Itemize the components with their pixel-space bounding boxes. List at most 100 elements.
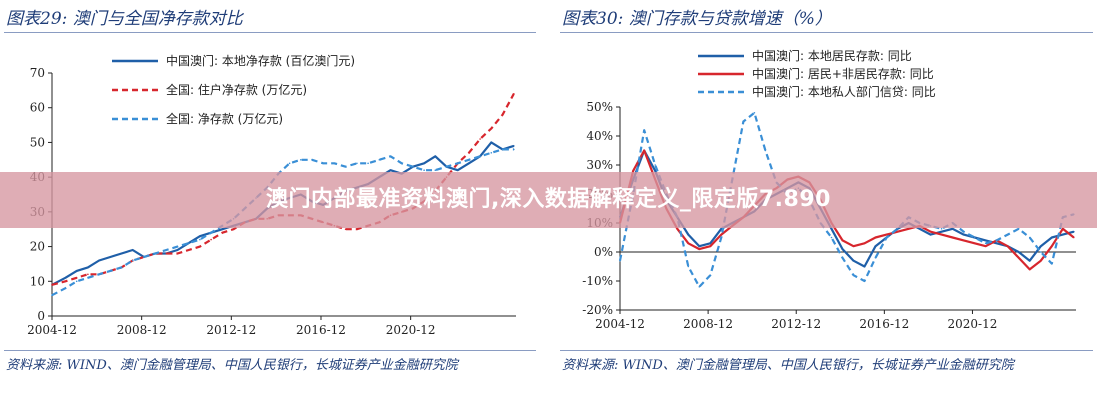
left-data-point [300, 159, 302, 161]
left-x-tick-label: 2008-12 [117, 323, 167, 337]
right-data-point [863, 242, 866, 245]
right-data-point [1073, 236, 1075, 239]
right-data-point [896, 230, 899, 233]
left-data-point [501, 113, 504, 116]
right-data-point [984, 245, 987, 247]
right-data-point [720, 233, 723, 236]
right-data-point [1006, 233, 1009, 236]
right-data-point [940, 233, 943, 236]
right-data-point [940, 228, 943, 230]
right-data-point [1040, 245, 1042, 247]
left-data-point [468, 159, 470, 161]
right-data-point [841, 239, 844, 242]
left-data-point [423, 169, 425, 171]
left-data-point [75, 280, 78, 283]
right-data-point [764, 149, 767, 152]
left-data-point [490, 127, 493, 130]
left-data-point [423, 162, 425, 165]
left-source-note: 资料来源: WIND、澳门金融管理局、中国人民银行，长城证券产业金融研究院 [6, 358, 458, 373]
left-data-point [51, 284, 53, 286]
left-data-point [131, 259, 134, 262]
right-data-point [984, 242, 987, 245]
right-data-point [1073, 230, 1075, 233]
left-data-point [187, 249, 190, 251]
left-data-point [367, 162, 369, 165]
left-data-point [513, 93, 515, 95]
right-data-point [619, 259, 621, 262]
right-data-point [973, 236, 976, 239]
right-data-point [841, 257, 844, 259]
right-data-point [632, 170, 634, 172]
right-x-tick-label: 2020-12 [948, 317, 998, 331]
left-data-point [356, 228, 358, 230]
left-y-tick-label: 20 [30, 240, 45, 254]
right-data-point [1017, 251, 1020, 253]
left-data-point [165, 249, 168, 251]
right-data-point [1028, 236, 1031, 239]
banner-text: 澳门内部最准资料澳门,深入数据解释定义_限定版7.890 [266, 187, 831, 212]
right-data-point [753, 112, 756, 114]
right-x-tick-label: 2012-12 [771, 317, 821, 331]
right-data-point [907, 228, 910, 230]
right-y-tick-label: -10% [582, 274, 613, 288]
left-data-point [199, 235, 201, 237]
right-data-point [951, 228, 954, 230]
right-data-point [1040, 251, 1042, 253]
right-data-point [1040, 259, 1042, 262]
left-data-point [456, 169, 459, 171]
right-data-point [742, 120, 745, 123]
left-data-point [468, 152, 470, 154]
left-data-point [131, 249, 134, 251]
right-data-point [830, 228, 833, 230]
right-data-point [1017, 228, 1020, 230]
left-y-tick-label: 0 [37, 309, 45, 323]
left-data-point [501, 148, 504, 151]
right-data-point [1062, 228, 1064, 230]
left-data-point [98, 273, 100, 276]
right-data-point [929, 233, 932, 236]
right-data-point [896, 228, 899, 230]
left-data-point [165, 252, 168, 255]
left-data-point [87, 273, 89, 276]
left-data-point [176, 245, 179, 248]
left-data-point [87, 277, 89, 279]
right-data-point [720, 228, 723, 230]
left-x-tick-label: 2004-12 [27, 323, 77, 337]
left-data-point [120, 266, 123, 269]
right-data-point [863, 265, 866, 268]
right-series-line-2 [618, 149, 1075, 271]
left-y-tick-label: 50 [30, 135, 45, 149]
left-data-point [221, 228, 224, 230]
left-data-point [64, 287, 67, 290]
left-chart-title: 图表29: 澳门与全国净存款对比 [6, 9, 243, 29]
left-y-tick-label: 70 [30, 66, 45, 80]
left-data-point [490, 152, 493, 154]
right-data-point [698, 286, 701, 288]
left-data-point [221, 231, 224, 234]
left-data-point [513, 145, 515, 147]
left-data-point [176, 249, 179, 251]
right-x-tick-label: 2016-12 [859, 317, 909, 331]
right-data-point [995, 239, 998, 242]
right-data-point [709, 274, 712, 277]
left-data-point [322, 162, 325, 165]
left-data-point [51, 294, 53, 297]
left-data-point [120, 252, 123, 255]
left-data-point [389, 155, 392, 158]
left-data-point [389, 169, 392, 171]
right-chart-panel: 图表30: 澳门存款与贷款增速（%） 50%40%30%20%10%0%-10%… [548, 0, 1097, 400]
right-data-point [1051, 245, 1053, 247]
left-data-point [490, 141, 493, 144]
left-data-point [109, 270, 112, 272]
right-source-divider [560, 350, 1093, 351]
left-x-tick-label: 2020-12 [386, 323, 436, 337]
right-data-point [698, 245, 701, 247]
left-data-point [232, 228, 235, 230]
left-data-point [176, 252, 179, 255]
right-data-point [962, 239, 965, 242]
right-data-point [1017, 257, 1020, 259]
right-data-point [918, 228, 921, 230]
left-data-point [479, 155, 481, 158]
right-data-point [940, 230, 943, 233]
left-x-tick-label: 2012-12 [206, 323, 256, 337]
